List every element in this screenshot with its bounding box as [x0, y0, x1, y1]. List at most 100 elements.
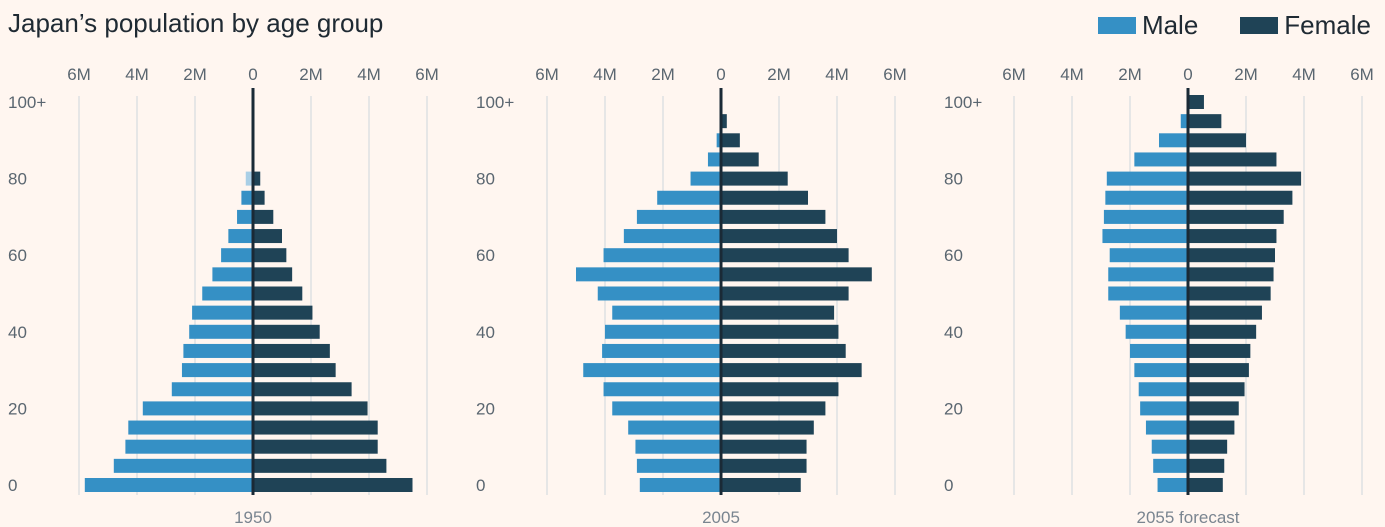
- female-bar: [1188, 95, 1204, 109]
- female-bar: [253, 248, 287, 263]
- male-bar: [245, 171, 253, 186]
- x-tick-label: 4M: [357, 65, 381, 84]
- male-bar: [639, 478, 721, 492]
- female-bar: [1188, 190, 1293, 205]
- y-tick-label: 40: [8, 323, 27, 342]
- y-tick-label: 20: [944, 399, 963, 418]
- male-bar: [202, 286, 253, 301]
- female-bar: [253, 171, 261, 186]
- male-bar: [583, 363, 721, 378]
- female-bar: [721, 382, 839, 397]
- male-bar: [597, 286, 721, 301]
- female-bar: [1188, 458, 1225, 473]
- female-bar: [1188, 248, 1275, 263]
- female-bar: [721, 171, 788, 186]
- male-bar: [1106, 171, 1188, 186]
- female-bar: [253, 190, 265, 205]
- female-bar: [253, 401, 368, 416]
- male-bar: [576, 267, 721, 282]
- x-tick-label: 6M: [883, 65, 907, 84]
- male-bar: [657, 190, 721, 205]
- female-bar: [1188, 401, 1239, 416]
- female-bar: [1188, 363, 1249, 378]
- male-bar: [1119, 305, 1188, 320]
- y-tick-label: 60: [944, 246, 963, 265]
- pyramid-panel-3: 6M 4M 2M 0 2M 4M 6M 0 20 40 60 80 100+ 2055 forecast: [944, 65, 1374, 527]
- pyramid-panel-1: 6M 4M 2M 0 2M 4M 6M 0 20 40 60 80 100+ 1950: [8, 65, 439, 527]
- female-bar: [721, 248, 849, 263]
- male-bar: [636, 458, 721, 473]
- x-tick-label: 6M: [1350, 65, 1374, 84]
- male-bar: [1140, 401, 1188, 416]
- female-bar: [721, 267, 872, 282]
- female-bar: [253, 305, 313, 320]
- legend-swatch-male: [1097, 17, 1136, 34]
- female-bar: [253, 420, 378, 435]
- female-bar: [721, 478, 801, 492]
- male-bar: [612, 305, 721, 320]
- female-bar: [721, 286, 849, 301]
- female-bar: [253, 324, 320, 339]
- y-tick-label: 60: [8, 246, 27, 265]
- male-bar: [623, 229, 721, 244]
- y-tick-label: 40: [944, 323, 963, 342]
- x-tick-label: 2M: [183, 65, 207, 84]
- y-tick-label: 80: [8, 170, 27, 189]
- legend-swatch-female: [1240, 17, 1279, 34]
- y-tick-label: 0: [944, 476, 953, 495]
- male-bar: [636, 209, 721, 224]
- male-bar: [1180, 114, 1188, 129]
- female-bar: [1188, 229, 1277, 244]
- female-bar: [253, 458, 387, 473]
- male-bar: [84, 478, 253, 492]
- female-bar: [1188, 209, 1284, 224]
- female-bar: [253, 343, 330, 358]
- male-bar: [1109, 248, 1188, 263]
- x-tick-label: 4M: [825, 65, 849, 84]
- male-bar: [628, 420, 721, 435]
- y-tick-label: 0: [476, 476, 485, 495]
- female-bar: [721, 420, 814, 435]
- male-bar: [612, 401, 721, 416]
- y-tick-label: 20: [476, 399, 495, 418]
- x-tick-label: 0: [1183, 65, 1192, 84]
- male-bar: [1125, 324, 1188, 339]
- male-bar: [1108, 267, 1188, 282]
- x-tick-label: 4M: [1292, 65, 1316, 84]
- male-bar: [603, 382, 721, 397]
- female-bar: [1188, 267, 1274, 282]
- male-bar: [1103, 209, 1188, 224]
- y-tick-label: 80: [476, 170, 495, 189]
- x-tick-label: 6M: [415, 65, 439, 84]
- female-bar: [1188, 114, 1222, 129]
- male-bar: [1151, 439, 1188, 454]
- female-bar: [721, 401, 826, 416]
- legend-label-female: Female: [1284, 10, 1371, 40]
- x-tick-label: 2M: [299, 65, 323, 84]
- female-bar: [721, 363, 862, 378]
- x-tick-label: 0: [248, 65, 257, 84]
- male-bar: [128, 420, 253, 435]
- y-tick-label: 20: [8, 399, 27, 418]
- female-bar: [1188, 343, 1251, 358]
- female-bar: [253, 286, 303, 301]
- female-bar: [721, 190, 808, 205]
- female-bar: [1188, 324, 1257, 339]
- x-tick-label: 4M: [125, 65, 149, 84]
- female-bar: [1188, 420, 1235, 435]
- y-tick-label: 40: [476, 323, 495, 342]
- female-bar: [721, 458, 807, 473]
- female-bar: [1188, 305, 1262, 320]
- x-tick-label: 2M: [651, 65, 675, 84]
- legend-item-female: Female: [1240, 10, 1371, 41]
- male-bar: [241, 190, 253, 205]
- female-bar: [721, 209, 826, 224]
- panel-label: 2055 forecast: [1136, 508, 1239, 527]
- female-bar: [721, 152, 759, 167]
- y-tick-label: 100+: [8, 93, 46, 112]
- male-bar: [1130, 343, 1188, 358]
- panel-label: 2005: [702, 508, 740, 527]
- female-bar: [721, 324, 839, 339]
- male-bar: [183, 343, 253, 358]
- male-bar: [605, 324, 721, 339]
